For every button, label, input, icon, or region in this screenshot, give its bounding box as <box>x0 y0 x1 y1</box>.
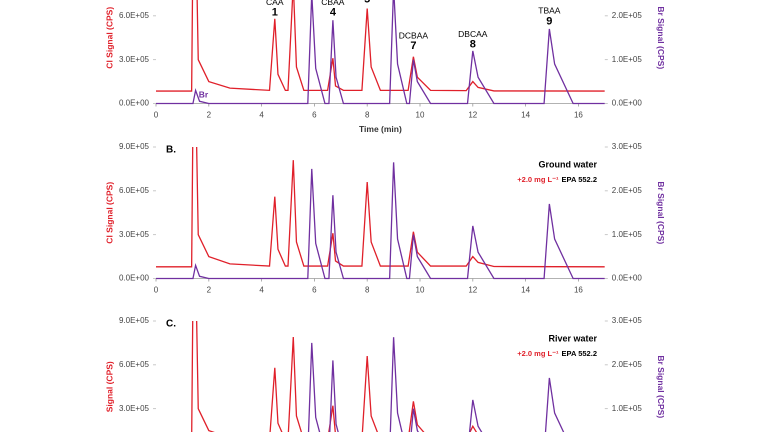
y-tick-label: 6.0E+05 <box>119 186 150 195</box>
x-tick-label: 0 <box>154 111 159 120</box>
y2-tick-label: 3.0E+05 <box>612 316 643 325</box>
y-tick-label: 0.0E+00 <box>119 274 150 283</box>
y2-tick-label: 2.0E+05 <box>612 360 643 369</box>
y2-axis-title: Br Signal (CPS) <box>656 6 666 69</box>
x-tick-label: 12 <box>468 111 477 120</box>
peak-number: 7 <box>410 40 416 52</box>
x-axis-title: Time (min) <box>359 124 402 134</box>
x-tick-label: 10 <box>416 111 425 120</box>
y-tick-label: 3.0E+05 <box>119 230 150 239</box>
peak-number: 5 <box>364 0 370 5</box>
y2-axis-title: Br Signal (CPS) <box>656 181 666 244</box>
x-tick-label: 4 <box>259 286 264 295</box>
peak-number: 8 <box>470 39 476 51</box>
spike-level: +2.0 mg L⁻¹ <box>517 349 559 358</box>
y-tick-label: 9.0E+05 <box>119 316 150 325</box>
peak-number: 1 <box>272 7 278 19</box>
y2-tick-label: 3.0E+05 <box>612 142 643 151</box>
y2-tick-label: 2.0E+05 <box>612 186 643 195</box>
peak-name: DBCAA <box>458 29 488 39</box>
y-tick-label: 3.0E+05 <box>119 404 150 413</box>
signal-line <box>307 337 565 432</box>
y2-axis-title: Br Signal (CPS) <box>656 355 666 418</box>
y-axis-title: Cl Signal (CPS) <box>104 7 114 69</box>
x-tick-label: 8 <box>365 111 370 120</box>
sample-name: River water <box>548 333 597 343</box>
peak-name: Br <box>199 90 209 100</box>
x-tick-label: 16 <box>574 111 583 120</box>
x-tick-label: 4 <box>259 111 264 120</box>
y-tick-label: 0.0E+00 <box>119 99 150 108</box>
y2-tick-label: 1.0E+05 <box>612 404 643 413</box>
method: EPA 552.2 <box>562 175 597 184</box>
x-tick-label: 6 <box>312 286 317 295</box>
x-tick-label: 2 <box>207 286 212 295</box>
signal-line <box>191 321 478 432</box>
x-tick-label: 2 <box>207 111 212 120</box>
peak-name: CBAA <box>321 0 344 7</box>
method: EPA 552.2 <box>562 349 597 358</box>
x-tick-label: 16 <box>574 286 583 295</box>
x-tick-label: 12 <box>468 286 477 295</box>
y-axis-title: Signal (CPS) <box>104 361 114 412</box>
peak-number: 4 <box>330 7 337 19</box>
x-tick-label: 8 <box>365 286 370 295</box>
signal-line <box>156 0 605 105</box>
y-tick-label: 3.0E+05 <box>119 55 150 64</box>
y-tick-label: 6.0E+05 <box>119 360 150 369</box>
panel-label: C. <box>166 319 176 330</box>
spike-level: +2.0 mg L⁻¹ <box>517 175 559 184</box>
y2-tick-label: 1.0E+05 <box>612 55 643 64</box>
peak-number: 9 <box>546 15 552 27</box>
y2-tick-label: 0.0E+00 <box>612 99 643 108</box>
y2-tick-label: 2.0E+05 <box>612 11 643 20</box>
x-tick-label: 14 <box>521 111 530 120</box>
x-tick-label: 6 <box>312 111 317 120</box>
y-tick-label: 9.0E+05 <box>119 142 150 151</box>
sample-name: Ground water <box>538 159 597 169</box>
signal-line <box>156 162 605 280</box>
y-tick-label: 6.0E+05 <box>119 11 150 20</box>
peak-name: CAA <box>266 0 284 7</box>
y2-tick-label: 1.0E+05 <box>612 230 643 239</box>
peak-name: DCBAA <box>399 31 429 41</box>
x-tick-label: 10 <box>416 286 425 295</box>
y-axis-title: Cl Signal (CPS) <box>104 182 114 244</box>
y2-tick-label: 0.0E+00 <box>612 274 643 283</box>
x-tick-label: 14 <box>521 286 530 295</box>
panel-label: B. <box>166 145 176 156</box>
x-tick-label: 0 <box>154 286 159 295</box>
peak-name: TBAA <box>538 6 561 16</box>
